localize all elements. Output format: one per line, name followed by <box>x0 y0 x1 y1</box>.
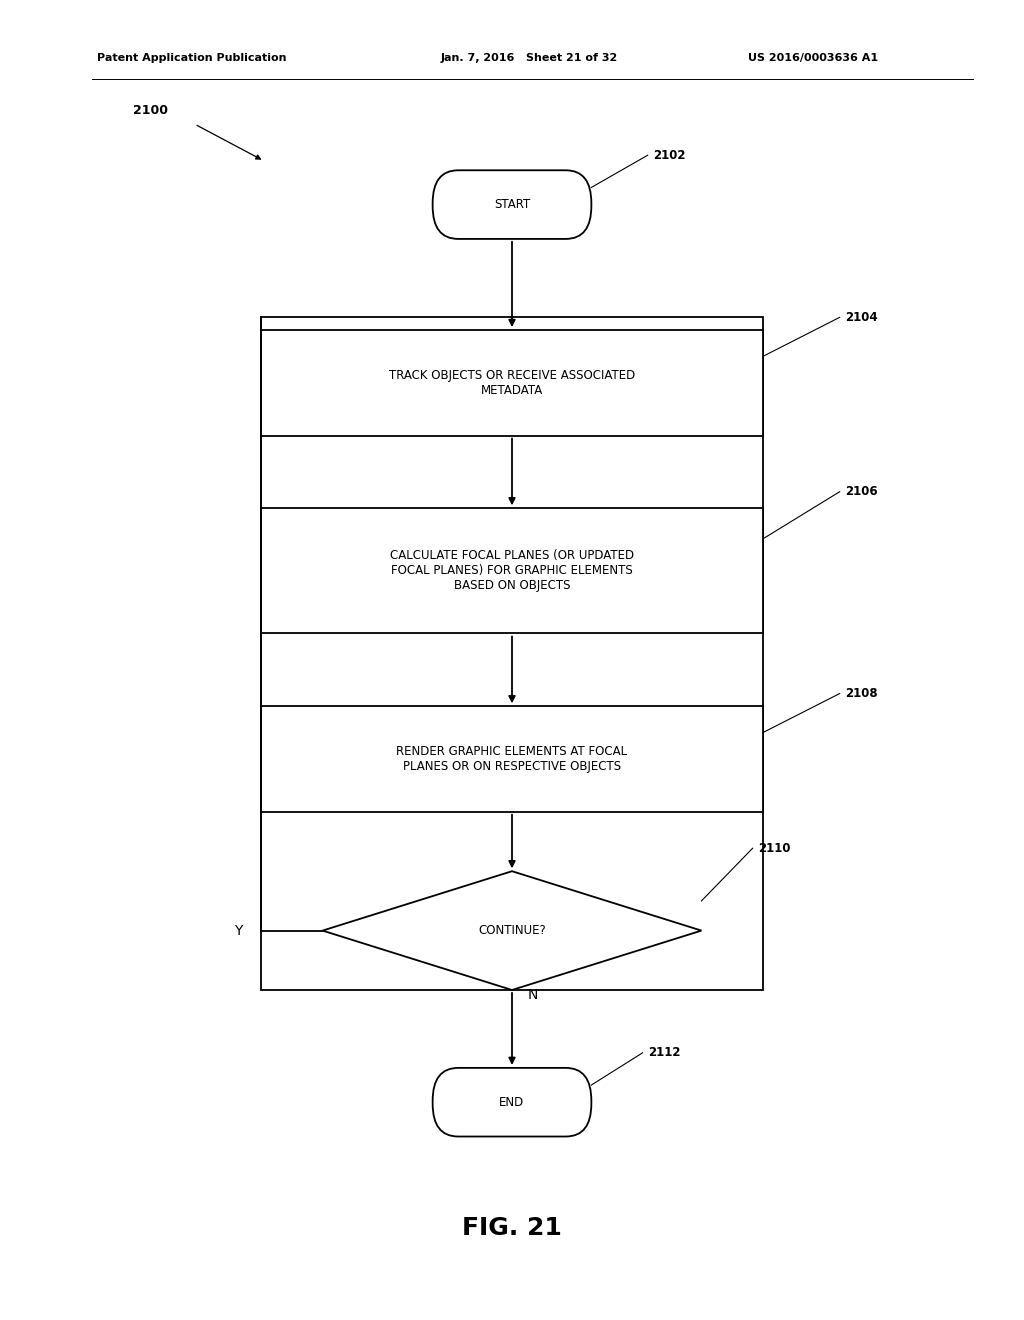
Text: FIG. 21: FIG. 21 <box>462 1216 562 1239</box>
Text: 2108: 2108 <box>845 686 878 700</box>
Text: CALCULATE FOCAL PLANES (OR UPDATED
FOCAL PLANES) FOR GRAPHIC ELEMENTS
BASED ON O: CALCULATE FOCAL PLANES (OR UPDATED FOCAL… <box>390 549 634 591</box>
Text: 2102: 2102 <box>653 149 685 162</box>
Text: Jan. 7, 2016   Sheet 21 of 32: Jan. 7, 2016 Sheet 21 of 32 <box>440 53 617 63</box>
Bar <box>261 330 763 436</box>
Text: US 2016/0003636 A1: US 2016/0003636 A1 <box>748 53 878 63</box>
Bar <box>261 706 763 812</box>
Text: 2110: 2110 <box>758 842 791 855</box>
Text: RENDER GRAPHIC ELEMENTS AT FOCAL
PLANES OR ON RESPECTIVE OBJECTS: RENDER GRAPHIC ELEMENTS AT FOCAL PLANES … <box>396 744 628 774</box>
Text: 2106: 2106 <box>845 486 878 498</box>
Text: END: END <box>500 1096 524 1109</box>
Text: N: N <box>527 989 538 1002</box>
Text: 2104: 2104 <box>845 310 878 323</box>
Polygon shape <box>323 871 701 990</box>
Text: Patent Application Publication: Patent Application Publication <box>97 53 287 63</box>
Text: CONTINUE?: CONTINUE? <box>478 924 546 937</box>
Text: Y: Y <box>234 924 243 937</box>
Text: TRACK OBJECTS OR RECEIVE ASSOCIATED
METADATA: TRACK OBJECTS OR RECEIVE ASSOCIATED META… <box>389 368 635 397</box>
Text: START: START <box>494 198 530 211</box>
FancyBboxPatch shape <box>432 1068 592 1137</box>
FancyBboxPatch shape <box>432 170 592 239</box>
Bar <box>261 508 763 634</box>
Text: 2112: 2112 <box>648 1047 680 1060</box>
Bar <box>261 317 763 990</box>
Text: 2100: 2100 <box>133 104 168 117</box>
